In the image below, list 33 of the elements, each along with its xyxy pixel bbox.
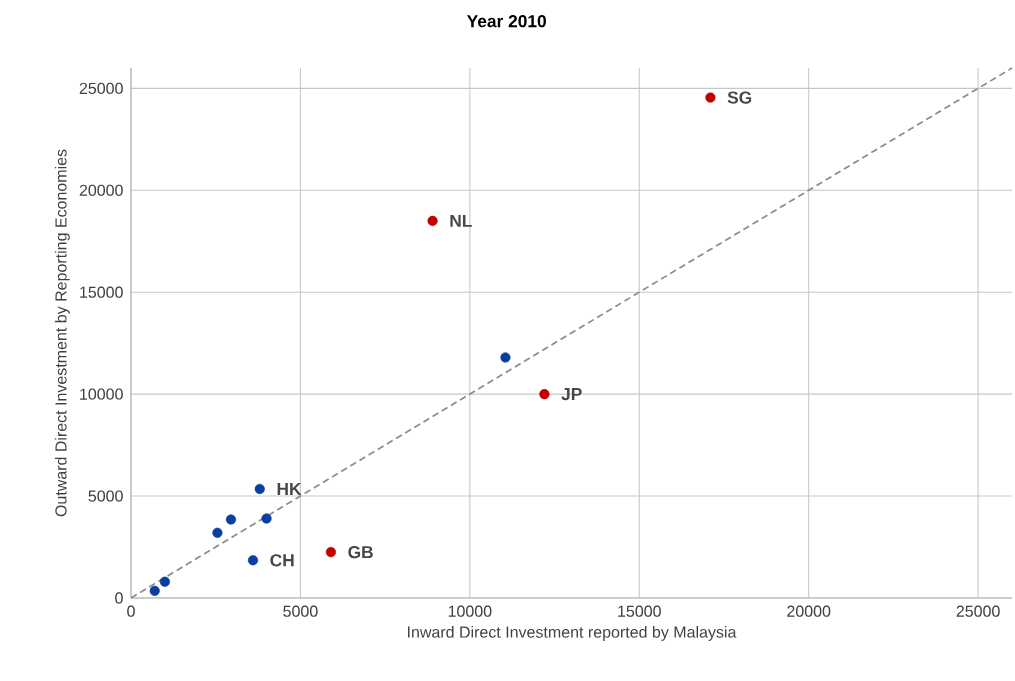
point [261,513,272,524]
y-tick-label: 0 [115,592,123,604]
annotation: GB [348,545,373,559]
x-tick-label: 0 [127,605,135,617]
point [539,389,550,400]
point [247,555,259,566]
point [325,547,336,558]
point [705,92,716,103]
annotation: HK [277,482,302,495]
point [254,483,265,494]
x-tick-label: 10000 [448,605,492,617]
x-tick-label: 25000 [956,605,1000,617]
point [212,527,223,538]
y-tick-label: 25000 [79,82,123,95]
y-tick-label: 10000 [80,388,123,400]
annotation: NL [450,214,472,227]
x-tick-label: 20000 [787,605,831,617]
point [159,576,170,587]
x-axis-title: Inward Direct Investment reported by Malaysia [408,626,737,641]
point [149,585,160,596]
chart-title: Year 2010 [466,15,546,28]
y-tick-label: 20000 [79,184,123,196]
x-tick-label: 5000 [283,605,318,617]
y-axis-title: Outward Direct Investment by Reporting Economies [54,149,70,517]
point [225,514,237,525]
point [500,352,511,363]
annotation: CH [270,554,294,567]
y-tick-label: 15000 [80,286,123,298]
x-tick-label: 15000 [618,605,661,617]
y-tick-label: 5000 [88,490,123,502]
point [427,215,438,226]
annotation: JP [561,388,582,401]
annotation: SG [727,91,752,104]
